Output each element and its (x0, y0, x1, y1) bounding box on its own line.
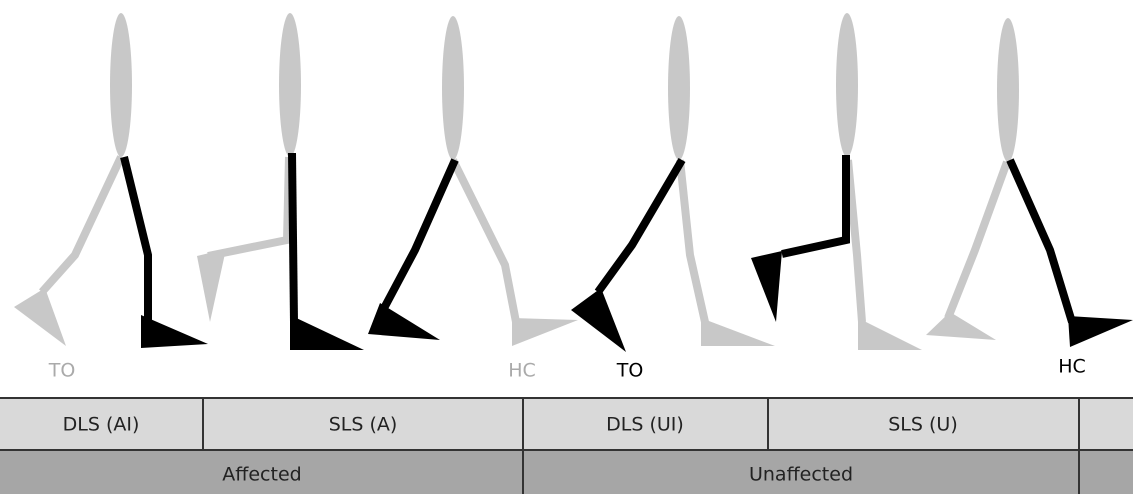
side-label: Affected (222, 464, 301, 486)
event-label: TO (616, 360, 644, 382)
foot (368, 303, 440, 340)
torso (279, 13, 301, 157)
foot (751, 251, 782, 322)
torso (997, 18, 1019, 162)
foot (14, 288, 66, 346)
leg (1010, 160, 1072, 322)
leg (680, 160, 705, 322)
side-row (0, 450, 1133, 494)
phase-label: DLS (AI) (63, 414, 140, 436)
foot (858, 318, 922, 350)
torso (836, 13, 858, 157)
foot (197, 249, 226, 322)
gait-diagram: TO HC TO HC DLS (AI) SLS (A) DLS (UI) SL… (0, 0, 1133, 494)
phase-label: DLS (UI) (606, 414, 684, 436)
foot (926, 312, 996, 340)
leg (124, 157, 148, 322)
foot (571, 288, 626, 352)
figures (14, 13, 1133, 352)
event-label: TO (48, 360, 76, 382)
leg (598, 160, 682, 292)
foot (1068, 316, 1133, 347)
foot (141, 315, 208, 348)
torso (442, 16, 464, 160)
leg (42, 157, 121, 292)
phase-label: SLS (U) (888, 414, 957, 436)
event-label: HC (508, 360, 536, 382)
leg (292, 153, 294, 322)
side-label: Unaffected (749, 464, 853, 486)
torso (110, 13, 132, 157)
leg (848, 160, 862, 322)
foot (512, 318, 578, 346)
leg (453, 160, 516, 322)
foot (701, 318, 775, 346)
leg (948, 162, 1007, 318)
phase-label: SLS (A) (329, 414, 398, 436)
event-label: HC (1058, 356, 1086, 378)
torso (668, 16, 690, 160)
leg (382, 160, 455, 312)
leg (782, 155, 846, 254)
phase-row (0, 398, 1133, 450)
leg (208, 157, 289, 256)
foot (290, 315, 364, 350)
